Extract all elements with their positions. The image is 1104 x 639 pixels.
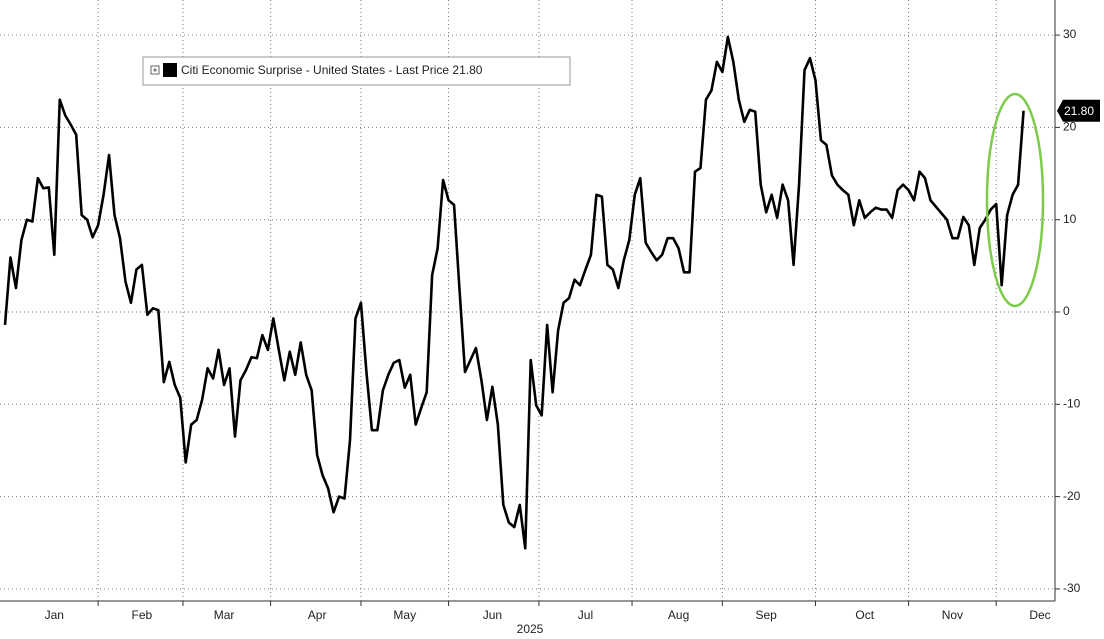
legend-label: Citi Economic Surprise - United States -…	[181, 63, 483, 77]
y-tick-label: -20	[1063, 489, 1081, 503]
legend-swatch	[163, 63, 177, 77]
x-tick-label: Dec	[1029, 608, 1050, 622]
x-tick-label: Aug	[668, 608, 689, 622]
y-tick-label: -10	[1063, 396, 1081, 410]
y-tick-label: 20	[1063, 120, 1077, 134]
legend-icon	[150, 65, 160, 75]
y-tick-label: -30	[1063, 581, 1081, 595]
x-axis-label: 2025	[517, 622, 544, 636]
line-series	[3, 35, 1025, 550]
y-tick-label: 10	[1063, 212, 1077, 226]
x-tick-label: Mar	[214, 608, 235, 622]
last-price-label: 21.80	[1064, 104, 1094, 118]
y-tick-label: 0	[1063, 304, 1070, 318]
x-tick-label: Jul	[578, 608, 593, 622]
x-tick-label: Sep	[756, 608, 778, 622]
last-price-tag	[1057, 99, 1100, 122]
x-tick-label: Apr	[308, 608, 327, 622]
y-tick-label: 30	[1063, 27, 1077, 41]
x-tick-label: Feb	[132, 608, 153, 622]
legend-box	[142, 56, 571, 86]
x-tick-label: May	[393, 608, 416, 622]
plot-area: 30 20 10 0 -10 -20 -30 Jan Feb Mar Apr May Jun Jul Aug…	[0, 0, 1081, 622]
x-tick-label: Nov	[942, 608, 963, 622]
x-tick-label: Oct	[855, 608, 874, 622]
highlight-ellipse	[985, 92, 1045, 308]
x-tick-label: Jun	[483, 608, 502, 622]
x-tick-label: Jan	[45, 608, 64, 622]
legend: Citi Economic Surprise - United States -…	[142, 56, 571, 86]
